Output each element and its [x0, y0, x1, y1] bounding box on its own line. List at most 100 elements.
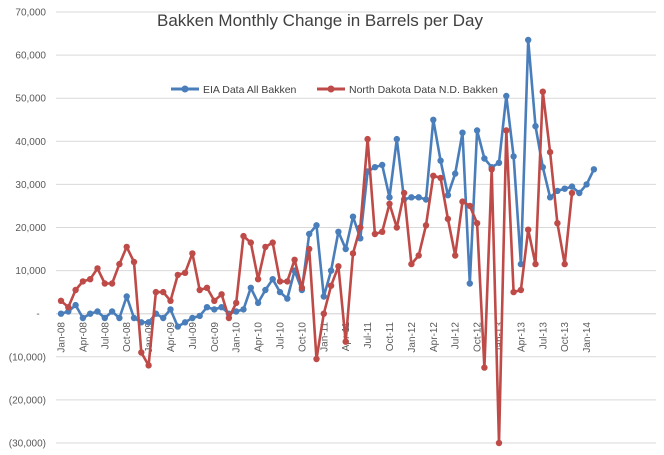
data-point — [554, 187, 561, 195]
data-point — [510, 153, 517, 160]
y-axis-ticks: (30,000) (20,000) (10,000) - 10,000 20,000 30,… — [9, 8, 47, 450]
data-point — [72, 301, 79, 309]
data-point — [247, 239, 254, 246]
x-tick-label: Apr-10 — [254, 322, 265, 352]
data-point — [79, 278, 87, 285]
x-tick-label: Jul-10 — [276, 322, 287, 350]
series-0 — [57, 36, 598, 330]
data-point — [590, 166, 598, 173]
data-point — [174, 323, 181, 330]
data-point — [525, 226, 532, 233]
data-point — [87, 310, 94, 317]
data-point — [408, 194, 415, 201]
data-point — [116, 260, 123, 268]
data-point — [233, 299, 240, 307]
data-point — [189, 250, 196, 257]
data-point — [561, 185, 568, 192]
data-point — [444, 215, 452, 223]
data-point — [320, 293, 327, 300]
data-point — [532, 260, 539, 268]
data-point — [503, 127, 510, 134]
data-point — [203, 304, 211, 311]
legend-label-nd: North Dakota Data N.D. Bakken — [349, 84, 498, 96]
x-tick-label: Oct-10 — [297, 322, 308, 352]
data-point — [218, 304, 225, 311]
data-point — [167, 306, 174, 313]
data-point — [568, 183, 576, 190]
data-point — [167, 297, 174, 304]
data-point — [546, 194, 554, 201]
series-lines — [57, 36, 598, 447]
x-axis-ticks: Jan-08 Apr-08 Jul-08 Oct-08 Jan-09 Apr-09 Jul-… — [57, 322, 594, 353]
data-point — [488, 166, 495, 173]
data-point — [254, 299, 262, 307]
data-point — [57, 297, 65, 304]
data-point — [510, 288, 517, 296]
chart-title: Bakken Monthly Change in Barrels per Day — [157, 11, 483, 30]
data-point — [233, 308, 240, 315]
data-point — [342, 338, 349, 345]
x-tick-label: Jan-11 — [319, 322, 330, 352]
x-tick-label: Jan-08 — [57, 322, 68, 353]
data-point — [452, 252, 459, 259]
data-point — [313, 355, 320, 363]
legend-entry-eia: EIA Data All Bakken — [171, 84, 297, 96]
legend-label-eia: EIA Data All Bakken — [203, 84, 297, 96]
data-point — [349, 213, 357, 220]
y-tick-label: 60,000 — [15, 51, 46, 62]
data-point — [320, 310, 327, 317]
data-point — [452, 170, 459, 177]
data-point — [444, 192, 452, 199]
data-point — [437, 157, 444, 164]
data-point — [101, 280, 109, 287]
data-point — [138, 349, 145, 356]
data-point — [495, 159, 503, 166]
x-tick-label: Apr-12 — [429, 322, 440, 352]
x-tick-label: Apr-09 — [166, 322, 177, 352]
data-point — [357, 224, 364, 231]
data-point — [495, 439, 503, 447]
data-point — [254, 276, 262, 283]
data-point — [459, 198, 466, 205]
data-point — [87, 276, 94, 283]
y-tick-label: - — [36, 309, 39, 320]
data-point — [408, 260, 415, 268]
data-point — [393, 135, 400, 143]
data-point — [576, 189, 583, 197]
data-point — [196, 312, 203, 320]
data-point — [481, 364, 488, 371]
data-point — [94, 308, 101, 315]
x-tick-label: Oct-09 — [210, 322, 221, 352]
data-point — [57, 310, 65, 317]
data-point — [65, 304, 72, 311]
data-point — [349, 250, 357, 257]
data-point — [422, 196, 430, 203]
data-point — [130, 314, 138, 322]
data-point — [101, 314, 109, 322]
data-point — [108, 280, 116, 287]
x-tick-label: Jul-13 — [538, 322, 549, 350]
data-point — [79, 314, 87, 322]
x-tick-label: Jul-11 — [363, 322, 374, 349]
x-tick-label: Jan-13 — [495, 322, 506, 353]
data-point — [269, 276, 276, 283]
data-point — [466, 202, 473, 210]
x-tick-label: Oct-08 — [122, 322, 133, 352]
data-point — [145, 319, 152, 326]
data-point — [422, 222, 430, 229]
x-tick-label: Jan-10 — [232, 322, 243, 353]
data-point — [196, 286, 203, 294]
data-point — [291, 256, 298, 263]
data-point — [415, 194, 422, 201]
data-point — [94, 265, 101, 272]
data-point — [415, 252, 422, 259]
data-point — [225, 314, 233, 322]
data-point — [517, 286, 525, 294]
y-tick-label: 70,000 — [15, 8, 46, 19]
data-point — [466, 280, 473, 287]
x-tick-label: Jan-12 — [407, 322, 418, 353]
data-point — [327, 282, 335, 289]
series-line — [60, 90, 574, 445]
x-tick-label: Jul-09 — [188, 322, 199, 350]
